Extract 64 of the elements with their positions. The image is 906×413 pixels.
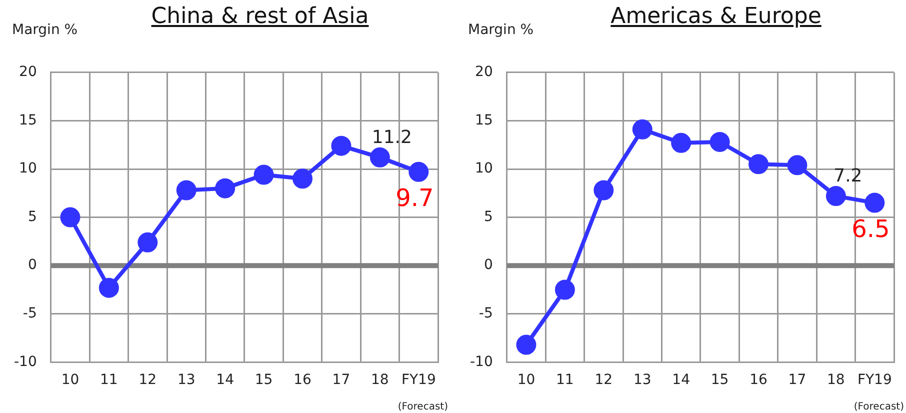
x-tick-label: 14 <box>672 372 690 388</box>
x-tick-label: FY19 <box>857 372 892 388</box>
point <box>594 180 614 200</box>
point <box>632 119 652 140</box>
point <box>787 155 808 176</box>
point <box>215 178 236 198</box>
point <box>138 232 158 252</box>
data-label: 7.2 <box>834 166 862 187</box>
point <box>331 136 352 156</box>
point <box>176 180 196 200</box>
x-tick-label: 10 <box>61 372 80 388</box>
x-tick-label: 18 <box>827 372 845 388</box>
x-tick-label: 13 <box>633 372 652 388</box>
point <box>748 154 769 174</box>
y-tick-label: 15 <box>475 112 493 128</box>
point <box>98 278 119 298</box>
y-tick-label: -5 <box>478 306 493 322</box>
text: (Forecast) <box>854 402 904 413</box>
y-tick-label: 20 <box>475 64 493 80</box>
point <box>671 132 692 153</box>
point <box>516 334 536 355</box>
x-tick-label: 12 <box>138 372 157 388</box>
y-tick-label: 20 <box>19 64 37 80</box>
x-tick-label: FY19 <box>401 372 436 388</box>
y-tick-label: 0 <box>484 257 493 274</box>
x-tick-label: 16 <box>750 372 768 388</box>
y-tick-label: 0 <box>28 257 37 274</box>
x-tick-label: 16 <box>294 372 312 388</box>
text: (Forecast) <box>398 402 448 413</box>
point <box>292 168 313 189</box>
x-tick-label: 15 <box>710 372 729 388</box>
point <box>826 186 846 206</box>
point <box>864 192 885 213</box>
x-tick-label: 18 <box>371 372 389 388</box>
point <box>554 280 575 300</box>
data-label: 11.2 <box>372 127 412 148</box>
data-label: 6.5 <box>852 215 890 244</box>
x-tick-label: 10 <box>517 372 536 388</box>
point <box>60 207 80 228</box>
point <box>408 162 429 182</box>
y-axis-title: Margin % <box>12 22 78 38</box>
point <box>370 147 390 168</box>
y-tick-label: -10 <box>14 354 37 370</box>
x-tick-label: 11 <box>556 372 574 388</box>
point <box>710 132 730 152</box>
y-axis-title: Margin % <box>468 22 534 38</box>
x-tick-label: 12 <box>594 372 613 388</box>
x-tick-label: 15 <box>254 372 273 388</box>
x-tick-label: 17 <box>788 372 806 388</box>
y-tick-label: 5 <box>484 208 493 225</box>
chart-title: Americas & Europe <box>610 4 822 29</box>
y-tick-label: -5 <box>22 306 37 322</box>
y-tick-label: 15 <box>19 112 37 128</box>
y-tick-label: 5 <box>28 208 37 225</box>
x-tick-label: 14 <box>216 372 234 388</box>
y-tick-label: 10 <box>475 160 493 177</box>
y-tick-label: -10 <box>470 354 493 370</box>
y-tick-label: 10 <box>19 160 37 177</box>
x-tick-label: 17 <box>332 372 350 388</box>
x-tick-label: 11 <box>100 372 118 388</box>
point <box>254 164 274 185</box>
chart-title: China & rest of Asia <box>150 4 370 29</box>
x-tick-label: 13 <box>177 372 196 388</box>
data-label: 9.7 <box>396 184 434 212</box>
